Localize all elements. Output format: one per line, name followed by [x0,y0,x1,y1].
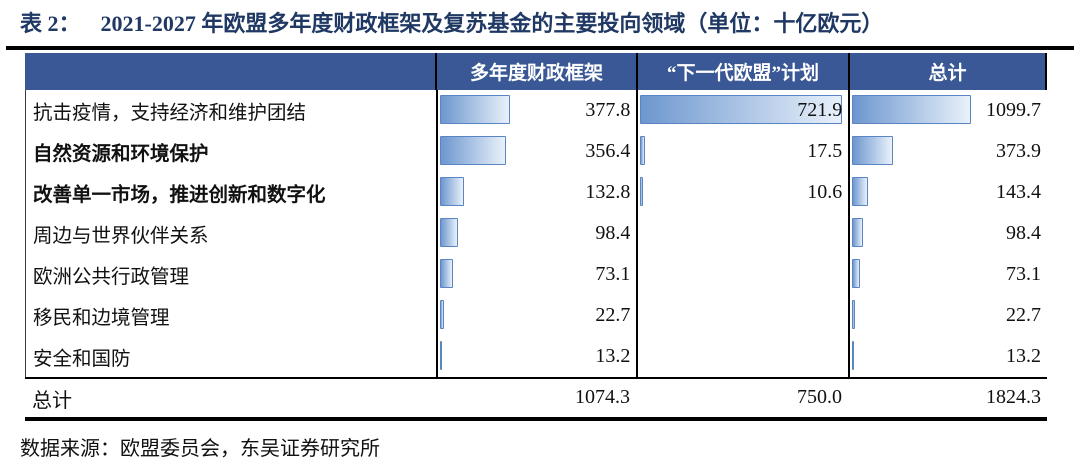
data-bar [640,177,644,206]
table-title: 表 2： 2021-2027 年欧盟多年度财政框架及复苏基金的主要投向领域（单位：… [20,6,1060,38]
cell-value: 13.2 [595,345,631,367]
table-title-text: 2021-2027 年欧盟多年度财政框架及复苏基金的主要投向领域（单位：十亿欧元… [100,11,884,36]
cell-value: 377.8 [585,99,631,121]
data-bar [852,259,861,288]
total-cell: 22.7 [848,295,1047,336]
cell-value: 721.9 [797,99,843,121]
mff-cell: 13.2 [435,336,637,377]
row-label: 抗击疫情，支持经济和维护团结 [33,103,307,124]
mff-cell: 132.8 [435,172,637,213]
header-col-mff: 多年度财政框架 [435,53,636,90]
data-bar [439,218,458,247]
cell-value: 143.4 [996,181,1041,203]
cell-value: 98.4 [1006,222,1041,244]
mff-cell: 22.7 [435,295,637,336]
data-bar [852,300,855,329]
cell-value: 98.4 [595,222,631,244]
data-bar [852,218,863,247]
cell-value: 22.7 [595,304,631,326]
total-value: 1824.3 [986,386,1041,408]
header-spacer-cell [25,53,435,90]
table-number: 表 2： [20,11,81,36]
ngeu-cell [636,213,848,254]
data-bar [852,341,855,370]
table-row: 移民和边境管理 22.7 22.7 [26,295,1047,336]
cell-value: 17.5 [807,140,843,162]
data-bar [852,95,971,124]
data-bar [640,136,646,165]
data-bar [852,177,868,206]
total-row-label: 总计 [32,389,72,412]
row-label: 安全和国防 [33,349,131,370]
mff-cell: 356.4 [435,131,637,172]
row-label: 自然资源和环境保护 [33,144,209,165]
mff-cell: 98.4 [435,213,637,254]
table-header-row: 多年度财政框架 “下一代欧盟”计划 总计 [25,53,1047,90]
cell-value: 13.2 [1006,345,1041,367]
total-cell: 73.1 [848,254,1047,295]
data-bar [439,136,506,165]
cell-value: 73.1 [595,263,631,285]
ngeu-cell [636,254,848,295]
total-row: 总计 1074.3 750.0 1824.3 [25,377,1047,421]
cell-value: 73.1 [1006,263,1041,285]
total-value: 1074.3 [575,386,630,408]
data-bar [640,95,843,124]
cell-value: 1099.7 [986,99,1041,121]
header-col-ngeu: “下一代欧盟”计划 [636,53,848,90]
total-cell: 98.4 [848,213,1047,254]
table-row: 周边与世界伙伴关系 98.4 98.4 [26,213,1047,254]
total-cell: 1099.7 [848,90,1047,131]
mff-cell: 73.1 [435,254,637,295]
table-row: 改善单一市场，推进创新和数字化 132.8 10.6 143.4 [26,172,1047,213]
table-body: 抗击疫情，支持经济和维护团结 377.8 721.9 1099.7 自然资源和环… [25,90,1047,377]
data-bar [852,136,893,165]
data-bar [439,300,444,329]
table-row: 欧洲公共行政管理 73.1 73.1 [26,254,1047,295]
row-label: 周边与世界伙伴关系 [33,226,209,247]
ngeu-cell [636,295,848,336]
total-cell: 373.9 [848,131,1047,172]
cell-value: 10.6 [807,181,843,203]
data-bar [439,95,510,124]
data-bar [439,259,454,288]
data-bar [439,177,465,206]
table-row: 抗击疫情，支持经济和维护团结 377.8 721.9 1099.7 [26,90,1047,131]
header-col-total: 总计 [848,53,1047,90]
ngeu-cell: 10.6 [636,172,848,213]
top-rule [6,46,1074,50]
row-label: 移民和边境管理 [33,308,170,329]
ngeu-cell: 721.9 [636,90,848,131]
data-bar [439,341,443,370]
cell-value: 356.4 [585,140,631,162]
row-label: 欧洲公共行政管理 [33,267,190,288]
total-cell: 143.4 [848,172,1047,213]
ngeu-cell: 17.5 [636,131,848,172]
cell-value: 22.7 [1006,304,1041,326]
total-cell: 13.2 [848,336,1047,377]
total-value: 750.0 [797,386,842,408]
data-table: 多年度财政框架 “下一代欧盟”计划 总计 抗击疫情，支持经济和维护团结 377.… [25,53,1047,421]
report-figure: 表 2： 2021-2027 年欧盟多年度财政框架及复苏基金的主要投向领域（单位：… [0,6,1080,461]
cell-value: 373.9 [996,140,1041,162]
table-row: 自然资源和环境保护 356.4 17.5 373.9 [26,131,1047,172]
row-label: 改善单一市场，推进创新和数字化 [33,185,326,206]
table-row: 安全和国防 13.2 13.2 [26,336,1047,377]
mff-cell: 377.8 [435,90,637,131]
ngeu-cell [636,336,848,377]
cell-value: 132.8 [585,181,631,203]
source-note: 数据来源：欧盟委员会，东吴证券研究所 [20,438,380,460]
